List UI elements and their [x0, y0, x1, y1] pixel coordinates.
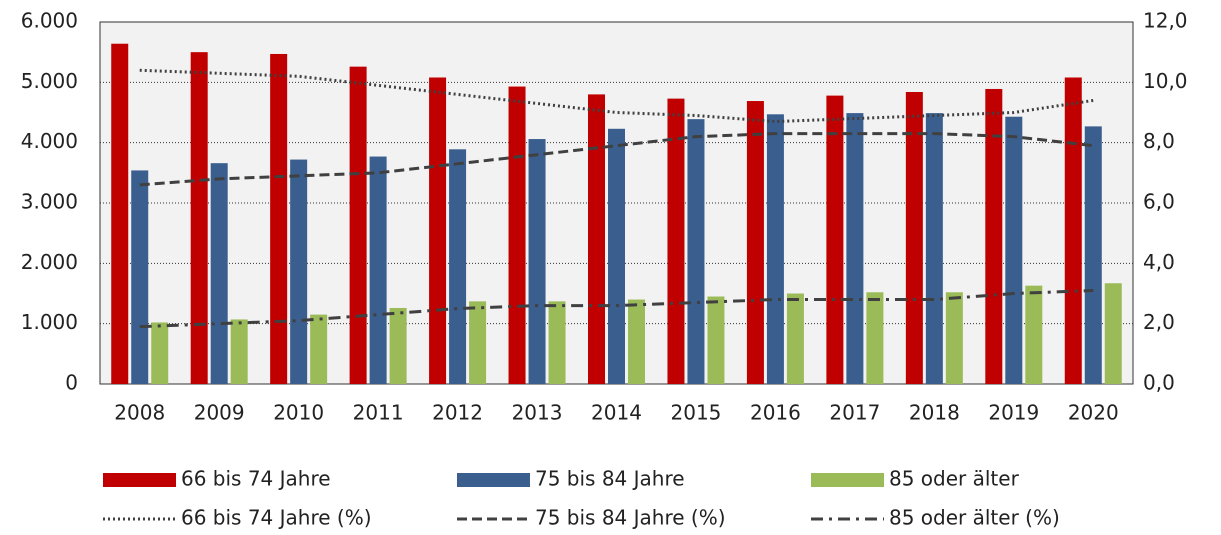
bar [766, 114, 784, 384]
y-tick-label: 5.000 [21, 69, 78, 93]
x-tick-label: 2013 [512, 401, 563, 425]
y2-tick-label: 6,0 [1143, 190, 1175, 214]
bar [707, 296, 725, 384]
bar [270, 53, 288, 385]
x-tick-label: 2020 [1068, 401, 1119, 425]
bar [111, 43, 129, 384]
legend-label: 66 bis 74 Jahre (%) [181, 506, 372, 530]
legend-label: 75 bis 84 Jahre [535, 467, 685, 491]
y-tick-label: 1.000 [21, 310, 78, 334]
bar [369, 156, 387, 384]
legend-swatch [457, 473, 530, 487]
y2-tick-label: 0,0 [1143, 371, 1175, 395]
x-tick-label: 2011 [353, 401, 404, 425]
legend-label: 85 oder älter (%) [889, 506, 1060, 530]
y2-tick-label: 4,0 [1143, 250, 1175, 274]
bar [449, 149, 467, 384]
bar [925, 113, 943, 384]
y-tick-label: 3.000 [21, 190, 78, 214]
bar [1005, 116, 1023, 385]
bar [1084, 126, 1102, 385]
y2-tick-label: 12,0 [1143, 9, 1188, 33]
bar [905, 91, 923, 384]
y2-tick-label: 10,0 [1143, 69, 1188, 93]
bar [469, 301, 487, 384]
bar [210, 163, 228, 384]
bar [945, 292, 963, 384]
bar [548, 301, 566, 384]
bar [786, 293, 804, 384]
bar [389, 307, 407, 384]
bar [866, 292, 884, 384]
x-tick-label: 2008 [114, 401, 165, 425]
bar [190, 52, 208, 385]
bar [687, 119, 705, 385]
bar [310, 314, 328, 384]
bar [151, 322, 169, 384]
y-tick-label: 4.000 [21, 129, 78, 153]
bar [628, 299, 645, 384]
legend-label: 75 bis 84 Jahre (%) [535, 506, 726, 530]
x-tick-label: 2014 [591, 401, 642, 425]
legend-label: 85 oder älter [889, 467, 1020, 491]
x-tick-label: 2016 [750, 401, 801, 425]
bar [1104, 283, 1122, 384]
x-tick-label: 2009 [194, 401, 245, 425]
bar [429, 77, 447, 385]
bar [528, 139, 546, 384]
bar [746, 101, 764, 384]
x-tick-label: 2012 [432, 401, 483, 425]
legend-swatch [103, 473, 176, 487]
x-tick-label: 2017 [829, 401, 880, 425]
legend-label: 66 bis 74 Jahre [181, 467, 331, 491]
x-tick-label: 2018 [909, 401, 960, 425]
bar [230, 319, 248, 384]
legend-swatch [811, 473, 884, 487]
x-tick-label: 2015 [671, 401, 722, 425]
line [139, 288, 1094, 329]
bar [667, 98, 685, 384]
bar [290, 159, 308, 384]
bar [349, 66, 367, 384]
bar [608, 128, 625, 384]
y-tick-label: 0 [65, 371, 78, 395]
bar [846, 113, 864, 384]
bar [985, 88, 1003, 384]
y-tick-label: 2.000 [21, 250, 78, 274]
bar [1064, 77, 1082, 385]
x-tick-label: 2019 [988, 401, 1039, 425]
bar [508, 86, 526, 384]
y-tick-label: 6.000 [21, 9, 78, 33]
line [139, 132, 1094, 187]
bar [588, 94, 605, 385]
bar [826, 95, 844, 385]
bar [1025, 285, 1043, 384]
bar [131, 170, 149, 384]
y2-tick-label: 8,0 [1143, 129, 1175, 153]
x-tick-label: 2010 [273, 401, 324, 425]
y2-tick-label: 2,0 [1143, 310, 1175, 334]
